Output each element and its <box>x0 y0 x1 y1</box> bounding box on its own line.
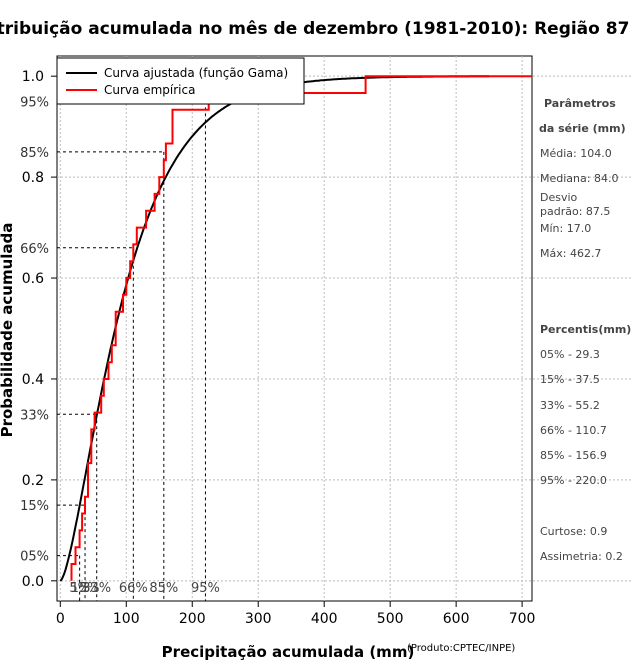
x-tick-label-2: 200 <box>179 611 206 627</box>
empirical-curve-line <box>70 75 532 581</box>
x-tick-label-0: 0 <box>56 611 65 627</box>
percentile-x-label-4: 85% <box>149 581 178 596</box>
chart-title: Distribuição acumulada no mês de dezembr… <box>0 19 629 39</box>
params-title-line1: Parâmetros <box>544 97 616 110</box>
y-tick-label-5: 1.0 <box>22 69 44 85</box>
percentile-markers: 05%5%15%15%33%33%66%66%85%85%95%95% <box>20 95 220 601</box>
credit-text: (Produto:CPTEC/INPE) <box>407 643 515 654</box>
legend-label-empirical: Curva empírica <box>104 83 195 97</box>
percentil-05: 05% - 29.3 <box>540 348 600 361</box>
percentil-66: 66% - 110.7 <box>540 424 607 437</box>
param-assimetria: Assimetria: 0.2 <box>540 550 623 563</box>
percentis-title: Percentis(mm) <box>540 323 631 336</box>
x-tick-label-3: 300 <box>245 611 272 627</box>
x-tick-label-1: 100 <box>113 611 140 627</box>
percentile-x-label-2: 33% <box>82 581 111 596</box>
param-max: Máx: 462.7 <box>540 247 601 260</box>
y-tick-label-3: 0.6 <box>22 271 44 287</box>
side-panel: Parâmetros da série (mm) Média: 104.0 Me… <box>539 97 631 563</box>
percentile-y-label-1: 15% <box>20 499 49 514</box>
percentile-x-label-3: 66% <box>119 581 148 596</box>
legend: Curva ajustada (função Gama) Curva empír… <box>56 57 305 105</box>
y-axis-title: Probabilidade acumulada <box>0 223 16 438</box>
percentile-x-label-1: 15% <box>71 581 100 596</box>
param-mediana: Mediana: 84.0 <box>540 172 618 185</box>
param-curtose: Curtose: 0.9 <box>540 525 607 538</box>
percentile-y-label-3: 66% <box>20 242 49 257</box>
x-tick-label-4: 400 <box>311 611 338 627</box>
param-desvio-line1: Desvio <box>540 191 578 204</box>
param-min: Mín: 17.0 <box>540 222 591 235</box>
legend-box <box>56 57 305 105</box>
params-title-line2: da série (mm) <box>539 122 626 135</box>
legend-label-gamma: Curva ajustada (função Gama) <box>104 66 288 80</box>
x-tick-label-6: 600 <box>443 611 470 627</box>
percentile-y-label-4: 85% <box>20 146 49 161</box>
param-media: Média: 104.0 <box>540 147 612 160</box>
plot-frame <box>56 55 533 602</box>
percentil-33: 33% - 55.2 <box>540 399 600 412</box>
percentile-y-label-2: 33% <box>20 408 49 423</box>
percentile-x-label-5: 95% <box>191 581 220 596</box>
y-tick-label-2: 0.4 <box>22 372 44 388</box>
percentile-y-label-0: 05% <box>20 550 49 565</box>
percentil-95: 95% - 220.0 <box>540 474 607 487</box>
param-desvio-line2: padrão: 87.5 <box>540 205 610 218</box>
grid <box>57 56 632 601</box>
percentil-85: 85% - 156.9 <box>540 449 607 462</box>
x-tick-label-5: 500 <box>377 611 404 627</box>
percentile-y-label-5: 95% <box>20 95 49 110</box>
x-axis-title: Precipitação acumulada (mm) <box>162 643 415 660</box>
y-tick-label-0: 0.0 <box>22 574 44 590</box>
axes: 0 100 200 300 400 500 600 700 0.0 0.2 0.4 0.6 0.8 1.0 <box>22 69 536 627</box>
y-tick-label-1: 0.2 <box>22 473 44 489</box>
percentil-15: 15% - 37.5 <box>540 373 600 386</box>
y-tick-label-4: 0.8 <box>22 170 44 186</box>
x-tick-label-7: 700 <box>509 611 536 627</box>
